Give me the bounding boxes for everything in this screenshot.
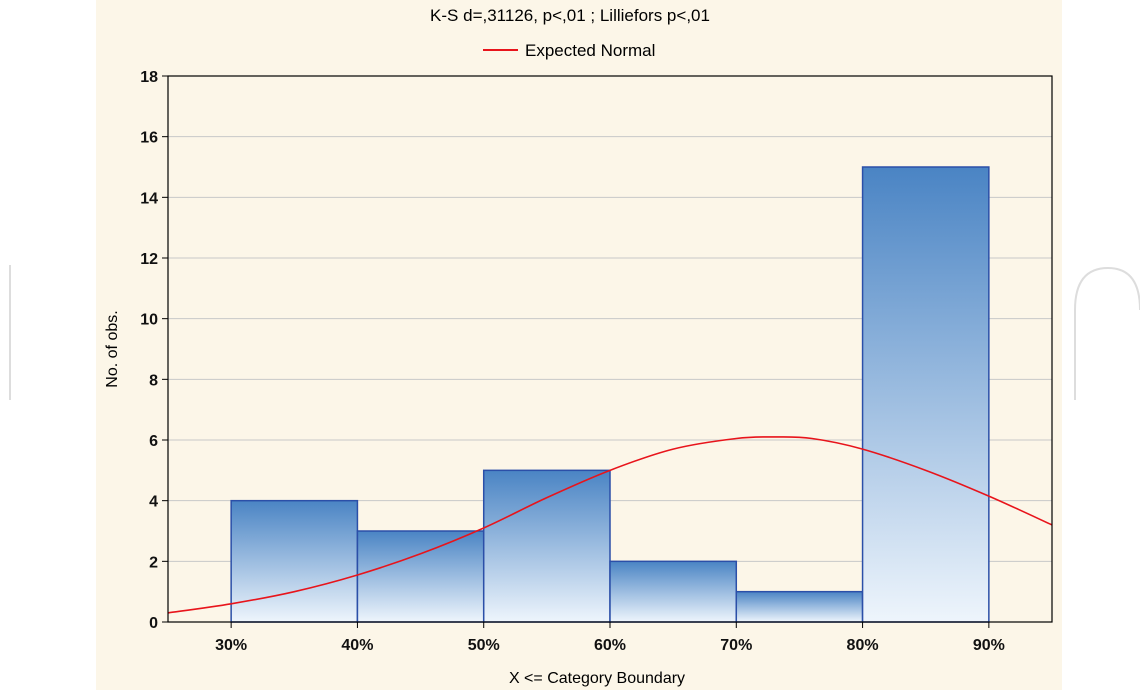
x-tick-label: 70% [720, 637, 752, 654]
x-tick-label: 30% [215, 637, 247, 654]
y-axis-label: No. of obs. [104, 310, 121, 387]
histogram-bar [230, 499, 359, 623]
y-tick-label: 12 [140, 251, 158, 268]
x-tick-label: 80% [847, 637, 879, 654]
y-axis-ticks: 0 2 4 6 8 10 12 14 16 18 [140, 69, 168, 632]
chart-title: K-S d=,31126, p<,01 ; Lilliefors p<,01 [430, 6, 710, 25]
y-tick-label: 18 [140, 69, 158, 86]
x-axis-ticks: 30% 40% 50% 60% 70% 80% 90% [215, 622, 1005, 654]
legend: Expected Normal [483, 41, 655, 60]
histogram-bar [609, 560, 738, 623]
x-tick-label: 40% [341, 637, 373, 654]
x-tick-label: 60% [594, 637, 626, 654]
y-tick-label: 4 [149, 494, 158, 511]
y-tick-label: 16 [140, 130, 158, 147]
histogram-bar [482, 469, 611, 623]
x-axis-label: X <= Category Boundary [509, 670, 685, 687]
y-tick-label: 0 [149, 615, 158, 632]
y-tick-label: 2 [149, 554, 158, 571]
histogram-bar [861, 166, 990, 623]
y-tick-label: 8 [149, 372, 158, 389]
y-tick-label: 10 [140, 312, 158, 329]
histogram-bar [356, 530, 485, 623]
legend-label-expected-normal: Expected Normal [525, 41, 655, 60]
expected-normal-curve [168, 436, 1052, 614]
bars [230, 166, 990, 623]
expected-normal-curve-layer [168, 436, 1052, 614]
y-tick-label: 6 [149, 433, 158, 450]
x-tick-label: 50% [468, 637, 500, 654]
x-tick-label: 90% [973, 637, 1005, 654]
y-tick-label: 14 [140, 190, 158, 207]
histogram-bar [735, 590, 864, 623]
